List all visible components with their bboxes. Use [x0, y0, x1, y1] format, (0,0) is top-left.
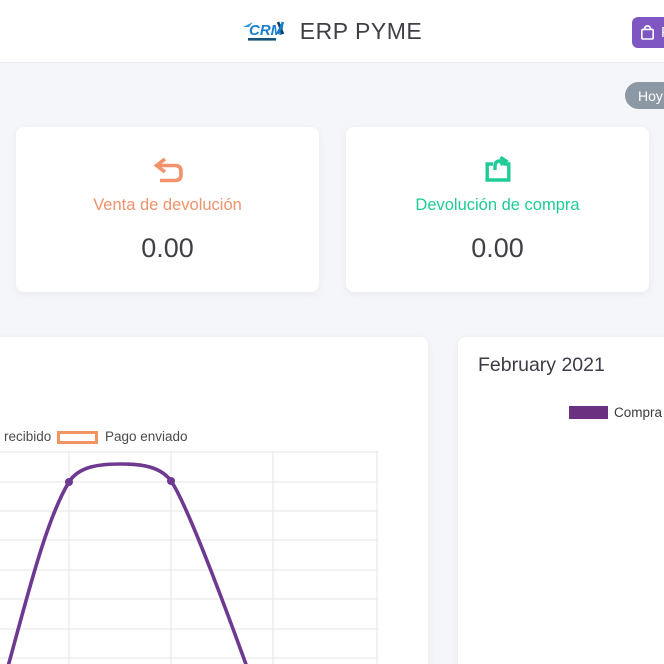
purchases-panel-title: February 2021	[478, 354, 605, 376]
legend-pago-enviado: Pago enviado	[105, 429, 188, 444]
brand: CRM ERP PYME	[0, 0, 664, 62]
crm-logo-icon: CRM	[242, 21, 284, 41]
purchases-panel-card	[458, 337, 664, 664]
page-title: ERP PYME	[299, 17, 423, 44]
pos-action-button[interactable]: F	[632, 17, 664, 48]
today-badge-label: Hoy	[638, 87, 663, 104]
legend-swatch-compra	[569, 406, 608, 419]
shopping-bag-icon	[640, 25, 654, 40]
legend-pago-recibido: recibido	[4, 429, 52, 444]
card-compra-value: 0.00	[471, 232, 524, 263]
payments-line-chart	[0, 451, 378, 664]
card-venta-label: Venta de devolución	[93, 195, 242, 214]
legend-compra: Compra	[614, 405, 663, 420]
card-compra-label: Devolución de compra	[415, 195, 580, 214]
card-devolucion-compra: Devolución de compra 0.00	[346, 127, 649, 292]
pos-button-label: F	[661, 24, 664, 41]
payments-chart-card	[0, 337, 428, 664]
card-venta-devolucion: Venta de devolución 0.00	[16, 127, 319, 292]
return-arrow-icon	[153, 157, 183, 182]
app-header: CRM ERP PYME F	[0, 0, 664, 63]
share-box-icon	[485, 155, 510, 182]
logo-text: CRM	[249, 22, 284, 39]
card-venta-value: 0.00	[141, 232, 194, 263]
legend-swatch-pago-enviado	[57, 431, 98, 444]
today-filter-badge[interactable]: Hoy	[625, 82, 664, 109]
